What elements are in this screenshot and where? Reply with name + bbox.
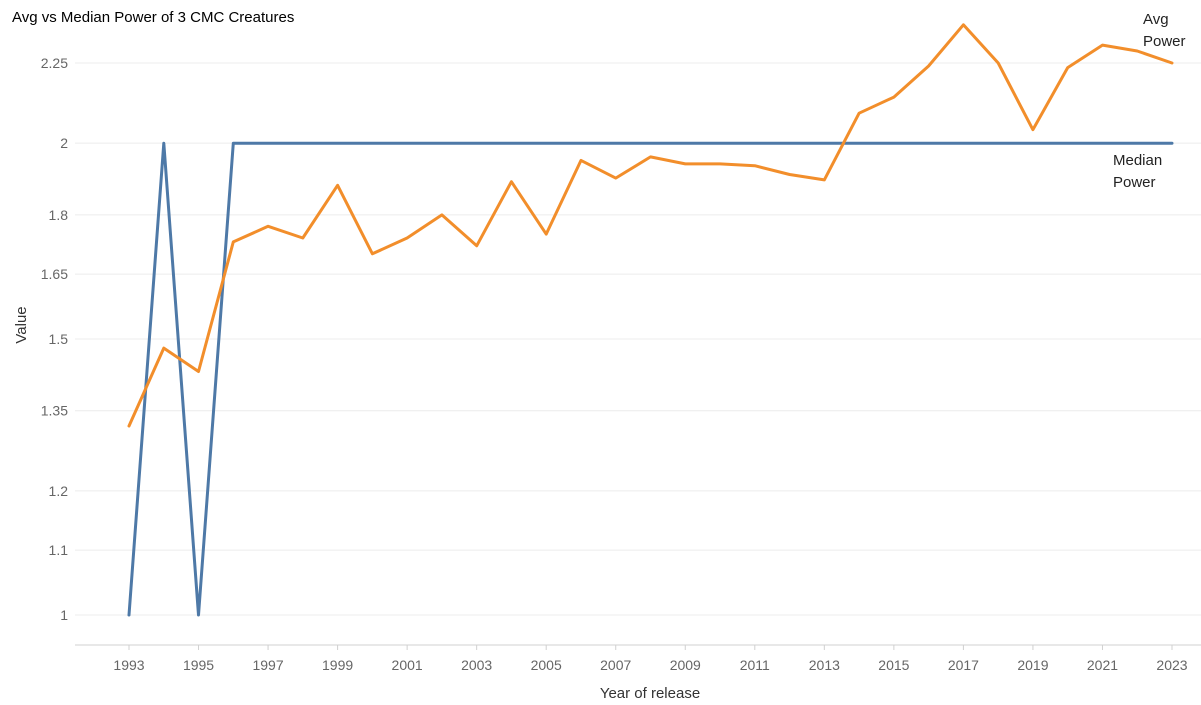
y-tick-label: 2 xyxy=(60,135,68,151)
x-tick-label: 1993 xyxy=(113,657,144,673)
series-lines xyxy=(127,23,1174,617)
y-axis-ticks: 1 1.1 1.2 1.35 1.5 1.65 1.8 2 2.25 xyxy=(41,55,68,623)
median-power-label: Median Power xyxy=(1113,152,1162,191)
x-tick-label: 2023 xyxy=(1156,657,1187,673)
x-tick-label: 1997 xyxy=(252,657,283,673)
y-tick-label: 1.1 xyxy=(49,542,69,558)
x-tick-label: 2017 xyxy=(948,657,979,673)
x-tick-label: 2009 xyxy=(670,657,701,673)
y-tick-label: 1.65 xyxy=(41,266,68,282)
avg-power-label: Avg Power xyxy=(1143,11,1186,50)
y-axis-label: Value xyxy=(13,306,30,343)
avg-power-line xyxy=(127,23,1174,428)
y-tick-label: 2.25 xyxy=(41,55,68,71)
series-labels: Avg Power Median Power xyxy=(1113,11,1186,191)
x-axis-ticks: 1993 1995 1997 1999 2001 2003 2005 2007 2009 2011… xyxy=(113,645,1188,673)
y-tick-label: 1.5 xyxy=(49,331,69,347)
y-tick-label: 1.35 xyxy=(41,403,68,419)
x-tick-label: 1999 xyxy=(322,657,353,673)
y-tick-label: 1 xyxy=(60,607,68,623)
chart-title: Avg vs Median Power of 3 CMC Creatures xyxy=(12,9,294,26)
x-tick-label: 2021 xyxy=(1087,657,1118,673)
x-tick-label: 2005 xyxy=(531,657,562,673)
gridlines xyxy=(75,62,1201,616)
y-tick-label: 1.2 xyxy=(49,483,69,499)
x-tick-label: 2001 xyxy=(392,657,423,673)
x-tick-label: 2011 xyxy=(740,657,770,673)
x-tick-label: 2015 xyxy=(878,657,909,673)
x-tick-label: 2007 xyxy=(600,657,631,673)
x-tick-label: 2003 xyxy=(461,657,492,673)
x-tick-label: 2013 xyxy=(809,657,840,673)
x-axis-label: Year of release xyxy=(600,685,700,702)
x-tick-label: 2019 xyxy=(1017,657,1048,673)
median-power-line xyxy=(127,141,1174,617)
y-tick-label: 1.8 xyxy=(49,207,69,223)
x-tick-label: 1995 xyxy=(183,657,214,673)
